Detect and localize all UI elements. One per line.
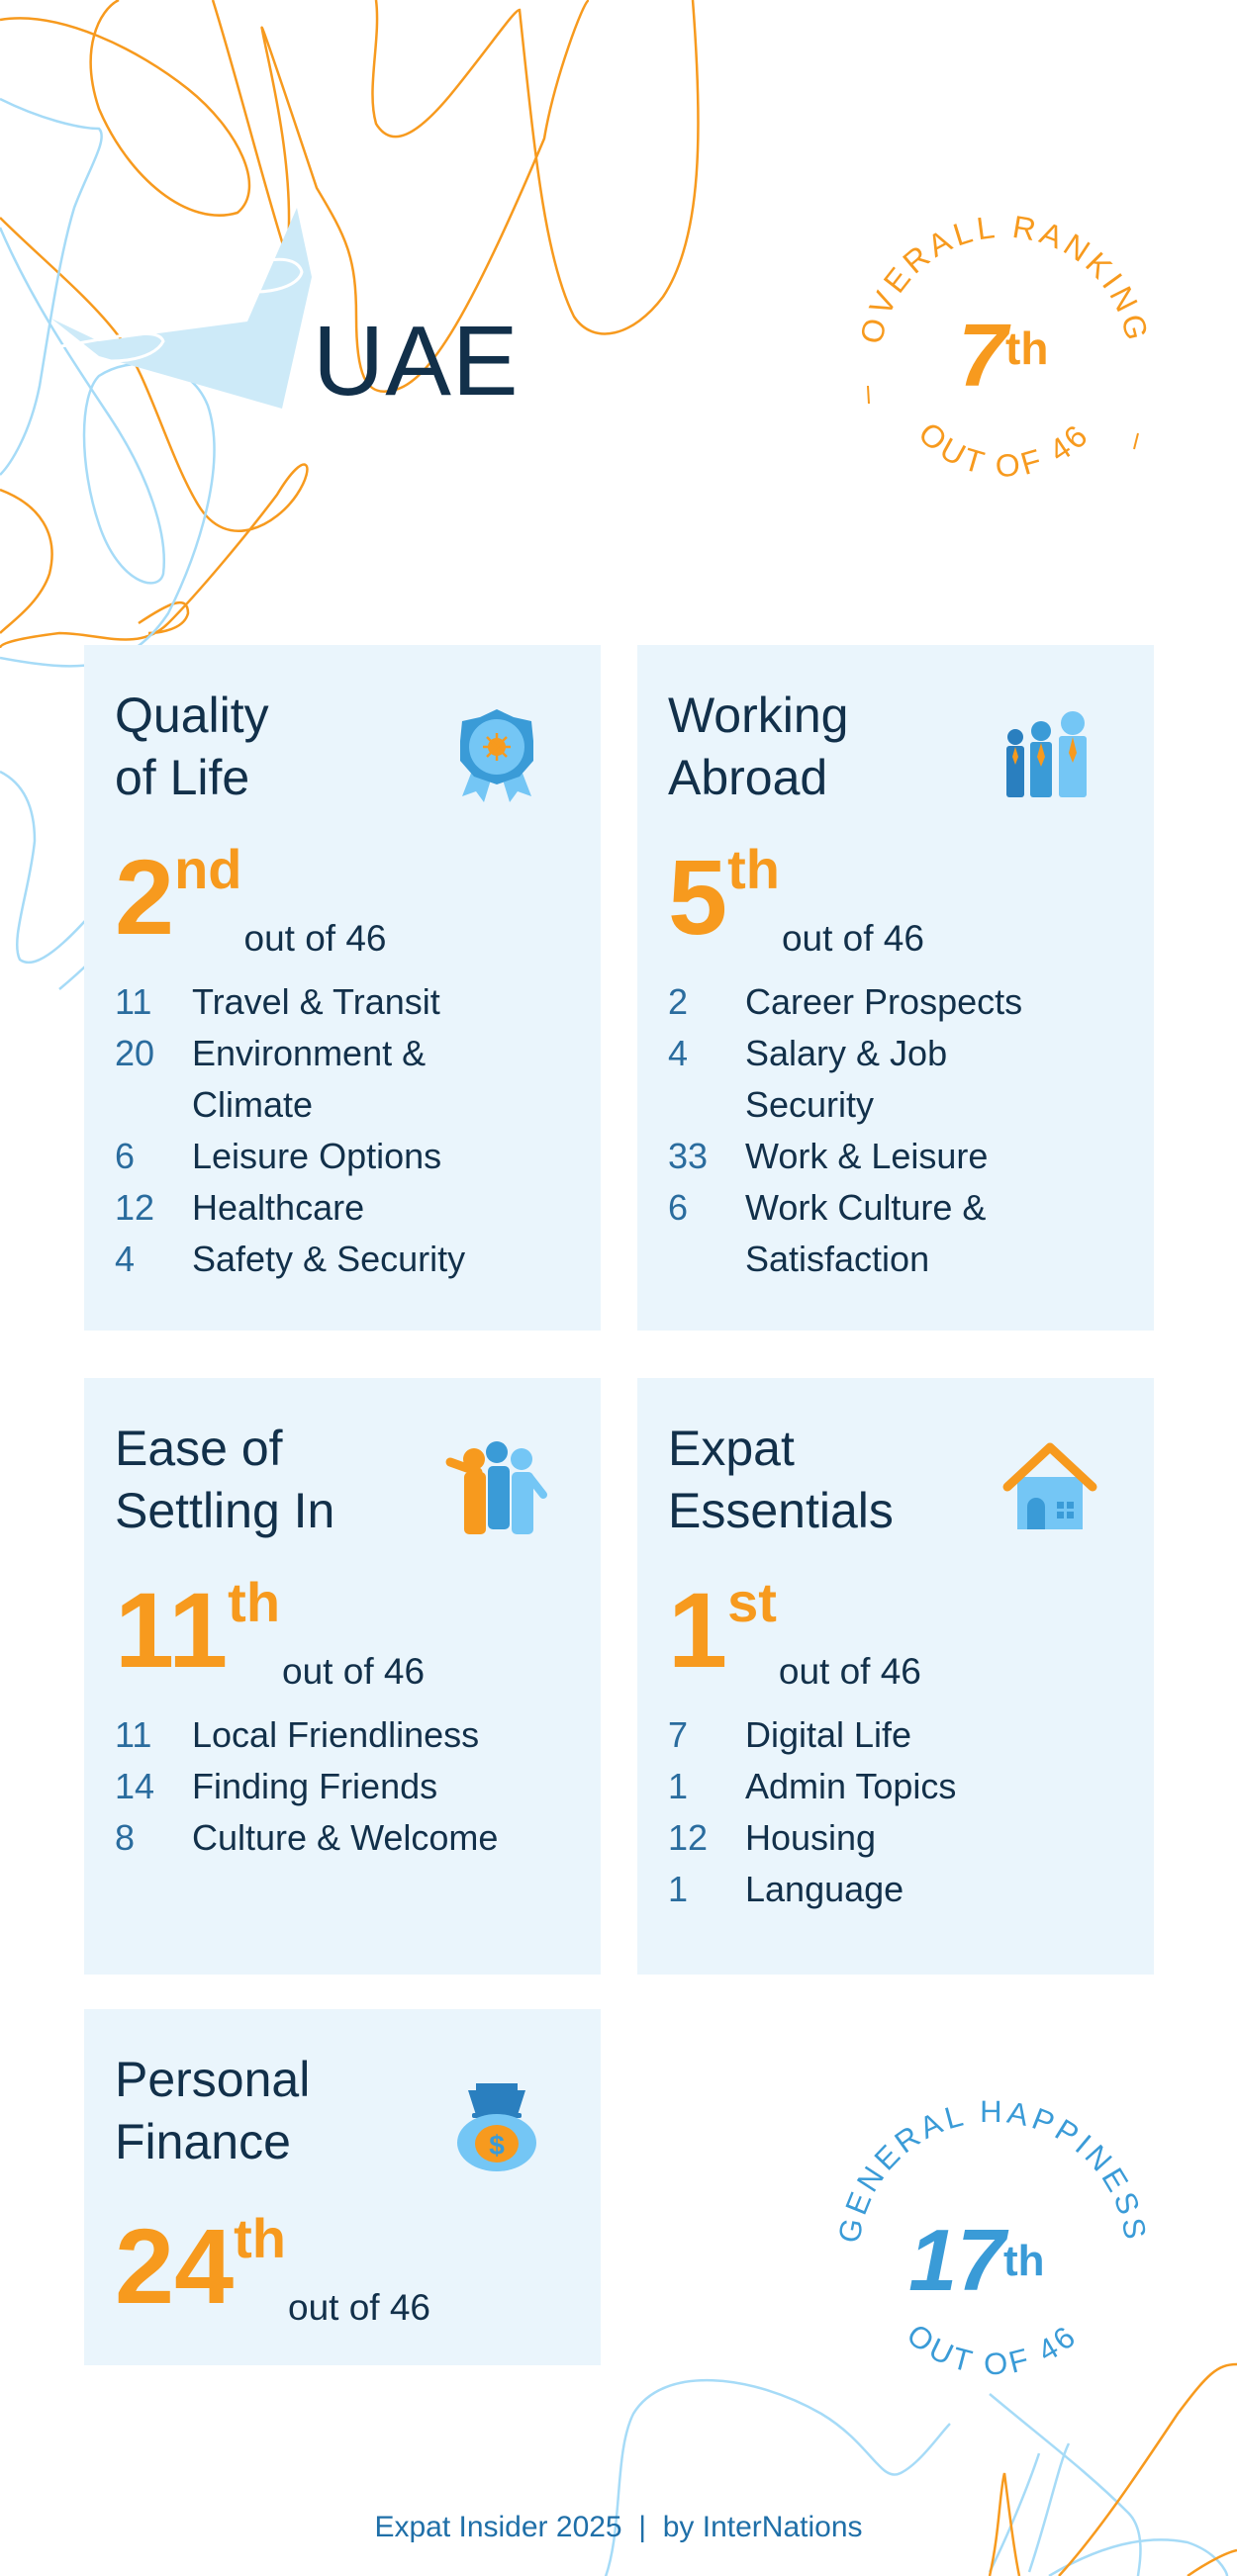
list-item: 12 Healthcare: [115, 1187, 365, 1228]
overall-out-of-label: OUT OF 46: [911, 415, 1096, 484]
paper-plane-icon: [51, 208, 312, 409]
list-item: 7 Digital Life: [668, 1714, 912, 1755]
happiness-rank: 17: [908, 2211, 1009, 2309]
list-item: 1 Language: [668, 1869, 904, 1909]
house-icon: [1002, 1442, 1097, 1529]
list-item: 11 Local Friendliness: [115, 1714, 480, 1755]
list-item: 20 Environment & Climate: [115, 1033, 427, 1125]
country-title: UAE: [313, 306, 520, 416]
card-title: Ease of Settling In: [115, 1421, 335, 1538]
money-bag-icon: $: [457, 2083, 536, 2171]
list-item: 14 Finding Friends: [115, 1766, 438, 1806]
list-item: 11 Travel & Transit: [115, 981, 440, 1022]
list-item: 4 Salary & Job Security: [668, 1033, 948, 1125]
card-title: Quality of Life: [115, 688, 269, 805]
svg-text:$: $: [489, 2130, 505, 2161]
list-item: 6 Work Culture & Satisfaction: [668, 1187, 987, 1279]
list-item: 8 Culture & Welcome: [115, 1817, 499, 1858]
medal-icon: [460, 709, 533, 802]
list-item: 6 Leisure Options: [115, 1136, 442, 1176]
list-item: 4 Safety & Security: [115, 1239, 466, 1279]
sub-rankings: 11 Travel & Transit 20 Environment & Climat…: [115, 976, 580, 1285]
list-item: 1 Admin Topics: [668, 1766, 957, 1806]
sub-rankings: 2 Career Prospects 4 Salary & Job Security …: [668, 976, 1133, 1285]
card-title: Personal Finance: [115, 2052, 311, 2169]
list-item: 33 Work & Leisure: [668, 1136, 989, 1176]
list-item: 2 Career Prospects: [668, 981, 1023, 1022]
happiness-out-of-label: OUT OF 46: [901, 2317, 1085, 2381]
list-item: 12 Housing: [668, 1817, 877, 1858]
friends-group-icon: [445, 1441, 547, 1534]
overall-rank-suffix: th: [1005, 322, 1048, 374]
footer-credit: Expat Insider 2025 | by InterNations: [374, 2511, 863, 2543]
card-title: Working Abroad: [668, 688, 849, 805]
overall-ranking-badge: OVERALL RANKING OUT OF 46 7 th: [853, 209, 1152, 484]
general-happiness-badge: GENERAL HAPPINESS OUT OF 46 17 th: [831, 2094, 1149, 2381]
card-title: Expat Essentials: [668, 1421, 894, 1538]
overall-rank: 7: [958, 307, 1011, 406]
business-people-icon: [1006, 711, 1087, 797]
sub-rankings: 11 Local Friendliness 14 Finding Friends 8…: [115, 1709, 580, 1864]
happiness-rank-suffix: th: [1003, 2237, 1045, 2285]
